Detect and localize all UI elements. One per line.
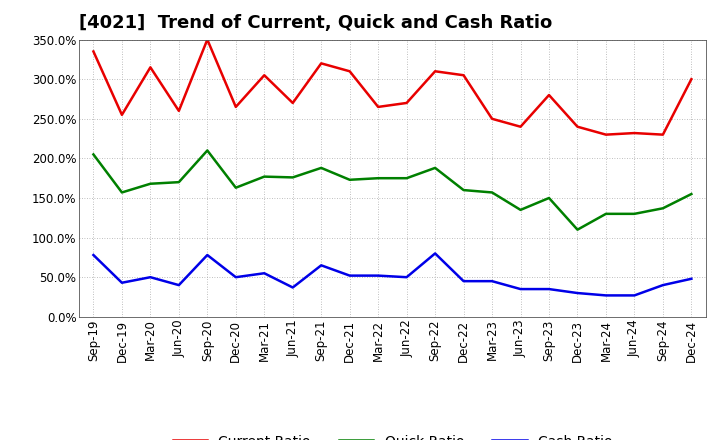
Current Ratio <box>289 100 297 106</box>
Quick Ratio <box>146 181 155 187</box>
Quick Ratio <box>289 175 297 180</box>
Current Ratio <box>89 49 98 54</box>
Quick Ratio <box>374 176 382 181</box>
Cash Ratio <box>431 251 439 256</box>
Cash Ratio <box>317 263 325 268</box>
Current Ratio <box>146 65 155 70</box>
Current Ratio <box>317 61 325 66</box>
Current Ratio <box>487 116 496 121</box>
Cash Ratio <box>117 280 126 286</box>
Cash Ratio <box>289 285 297 290</box>
Cash Ratio <box>516 286 525 292</box>
Cash Ratio <box>659 282 667 288</box>
Current Ratio <box>459 73 468 78</box>
Cash Ratio <box>602 293 611 298</box>
Current Ratio <box>117 112 126 117</box>
Cash Ratio <box>260 271 269 276</box>
Quick Ratio <box>117 190 126 195</box>
Current Ratio <box>232 104 240 110</box>
Quick Ratio <box>487 190 496 195</box>
Quick Ratio <box>459 187 468 193</box>
Quick Ratio <box>431 165 439 171</box>
Quick Ratio <box>573 227 582 232</box>
Cash Ratio <box>203 253 212 258</box>
Current Ratio <box>431 69 439 74</box>
Current Ratio <box>174 108 183 114</box>
Quick Ratio <box>545 195 554 201</box>
Current Ratio <box>203 37 212 42</box>
Current Ratio <box>402 100 411 106</box>
Quick Ratio <box>317 165 325 171</box>
Quick Ratio <box>260 174 269 179</box>
Quick Ratio <box>687 191 696 197</box>
Legend: Current Ratio, Quick Ratio, Cash Ratio: Current Ratio, Quick Ratio, Cash Ratio <box>167 429 618 440</box>
Line: Quick Ratio: Quick Ratio <box>94 150 691 230</box>
Quick Ratio <box>602 211 611 216</box>
Cash Ratio <box>232 275 240 280</box>
Quick Ratio <box>174 180 183 185</box>
Current Ratio <box>260 73 269 78</box>
Cash Ratio <box>174 282 183 288</box>
Cash Ratio <box>402 275 411 280</box>
Current Ratio <box>346 69 354 74</box>
Quick Ratio <box>402 176 411 181</box>
Current Ratio <box>687 77 696 82</box>
Current Ratio <box>573 124 582 129</box>
Current Ratio <box>630 130 639 136</box>
Current Ratio <box>374 104 382 110</box>
Cash Ratio <box>459 279 468 284</box>
Current Ratio <box>545 92 554 98</box>
Cash Ratio <box>346 273 354 278</box>
Cash Ratio <box>545 286 554 292</box>
Line: Cash Ratio: Cash Ratio <box>94 253 691 295</box>
Line: Current Ratio: Current Ratio <box>94 40 691 135</box>
Current Ratio <box>602 132 611 137</box>
Cash Ratio <box>374 273 382 278</box>
Quick Ratio <box>659 205 667 211</box>
Quick Ratio <box>203 148 212 153</box>
Text: [4021]  Trend of Current, Quick and Cash Ratio: [4021] Trend of Current, Quick and Cash … <box>79 15 552 33</box>
Quick Ratio <box>232 185 240 191</box>
Cash Ratio <box>89 253 98 258</box>
Cash Ratio <box>573 290 582 296</box>
Cash Ratio <box>146 275 155 280</box>
Cash Ratio <box>487 279 496 284</box>
Current Ratio <box>659 132 667 137</box>
Cash Ratio <box>630 293 639 298</box>
Quick Ratio <box>630 211 639 216</box>
Cash Ratio <box>687 276 696 282</box>
Quick Ratio <box>346 177 354 183</box>
Quick Ratio <box>516 207 525 213</box>
Quick Ratio <box>89 152 98 157</box>
Current Ratio <box>516 124 525 129</box>
